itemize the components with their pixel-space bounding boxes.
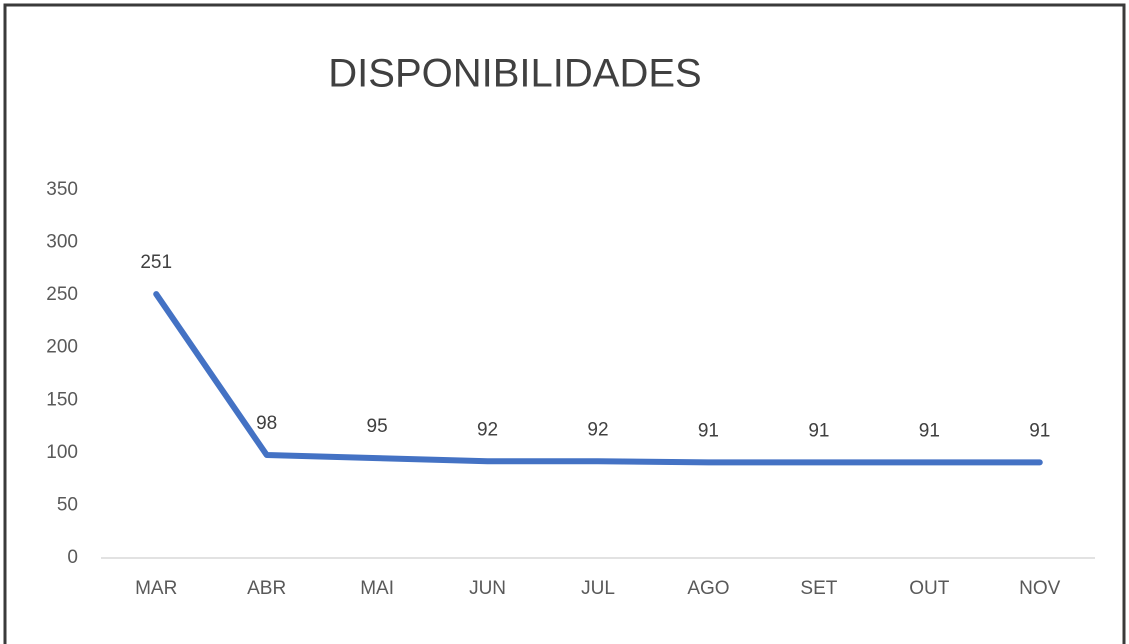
data-label: 91 bbox=[698, 420, 719, 441]
x-tick-label: SET bbox=[800, 578, 837, 599]
x-tick-label: ABR bbox=[247, 578, 286, 599]
x-tick-label: JUL bbox=[581, 578, 615, 599]
chart-title: DISPONIBILIDADES bbox=[328, 52, 701, 96]
y-tick-label: 150 bbox=[46, 389, 78, 410]
chart-frame bbox=[3, 3, 1126, 644]
data-label: 92 bbox=[477, 419, 498, 440]
y-tick-label: 200 bbox=[46, 337, 78, 358]
x-tick-label: OUT bbox=[909, 578, 950, 599]
data-label: 251 bbox=[140, 252, 172, 273]
x-tick-label: MAR bbox=[135, 578, 177, 599]
data-label: 92 bbox=[587, 419, 608, 440]
y-tick-label: 0 bbox=[67, 547, 78, 568]
x-tick-label: MAI bbox=[360, 578, 394, 599]
x-tick-label: NOV bbox=[1019, 578, 1061, 599]
y-tick-label: 100 bbox=[46, 442, 78, 463]
y-tick-label: 50 bbox=[57, 494, 78, 515]
data-label: 95 bbox=[367, 416, 388, 437]
data-label: 98 bbox=[256, 413, 277, 434]
data-line bbox=[153, 291, 1043, 466]
y-tick-label: 350 bbox=[46, 179, 78, 200]
x-tick-label: AGO bbox=[687, 578, 729, 599]
y-tick-label: 250 bbox=[46, 284, 78, 305]
data-label: 91 bbox=[1029, 420, 1050, 441]
data-label: 91 bbox=[808, 420, 829, 441]
x-tick-label: JUN bbox=[469, 578, 506, 599]
y-tick-label: 300 bbox=[46, 232, 78, 253]
data-label: 91 bbox=[919, 420, 940, 441]
